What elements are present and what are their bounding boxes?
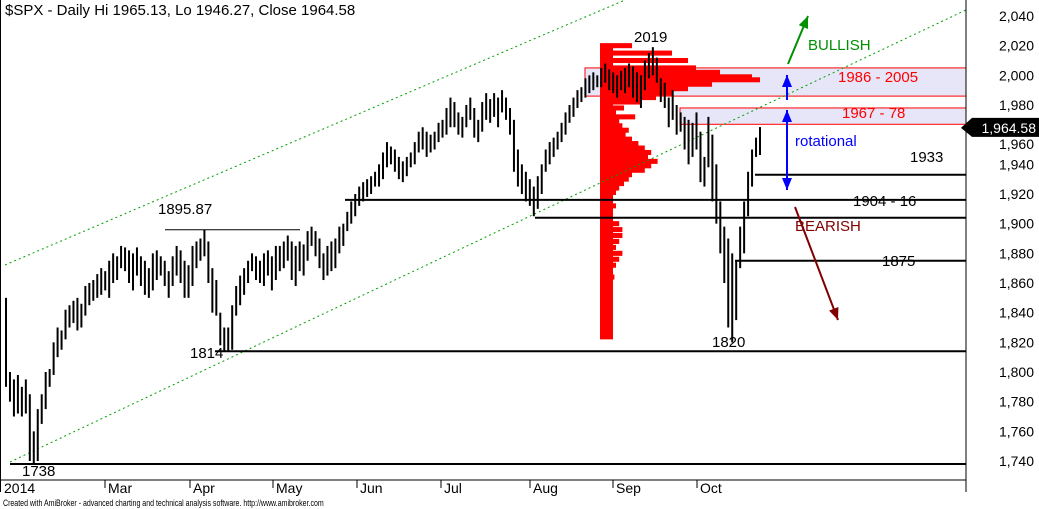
y-tick-label: 1,820 — [999, 334, 1034, 350]
y-tick-label: 1,880 — [999, 245, 1034, 261]
level-label-6: 1895.87 — [158, 201, 212, 218]
y-tick-label: 2,040 — [999, 8, 1034, 24]
x-tick-label: Sep — [616, 480, 641, 496]
last-price-label: 1,964.58 — [982, 120, 1037, 136]
y-tick-label: 2,020 — [999, 38, 1034, 54]
volume-profile-bar — [600, 99, 640, 105]
volume-profile-bar — [600, 43, 632, 49]
volume-profile-bar — [600, 158, 658, 164]
bearish-arrow-head-icon — [829, 307, 839, 320]
x-tick-label: May — [276, 480, 302, 496]
zone-label-1: 1967 - 78 — [842, 105, 905, 122]
rotational-down-arrow-head-icon — [782, 178, 792, 190]
bullish-arrow-head-icon — [798, 16, 808, 29]
chart-title: $SPX - Daily Hi 1965.13, Lo 1946.27, Clo… — [5, 2, 356, 19]
volume-profile-bar — [600, 74, 752, 80]
level-label-4: 1814 — [190, 345, 223, 362]
y-tick-label: 1,900 — [999, 216, 1034, 232]
y-tick-label: 1,800 — [999, 364, 1034, 380]
x-tick-label: Jul — [444, 480, 462, 496]
x-tick-label: Apr — [193, 480, 215, 496]
volume-profile-bar — [600, 163, 652, 169]
y-tick-label: 1,980 — [999, 97, 1034, 113]
volume-profile-bar — [600, 154, 648, 160]
volume-profile-bar — [600, 149, 652, 155]
lower-channel-line — [9, 9, 967, 463]
volume-profile-bar — [600, 176, 629, 182]
zone-label-0: 1986 - 2005 — [838, 69, 918, 86]
low-label: 1820 — [712, 334, 745, 351]
footer-credit: Created with AmiBroker - advanced charti… — [3, 498, 324, 508]
volume-profile-bar — [600, 145, 645, 151]
y-tick-label: 1,960 — [999, 136, 1034, 152]
y-tick-label: 2,000 — [999, 67, 1034, 83]
upper-channel-line — [4, 0, 626, 266]
level-label-3: 1875 — [882, 253, 915, 270]
volume-profile-bar — [600, 114, 636, 120]
y-tick-label: 1,840 — [999, 305, 1034, 321]
x-tick-label: 2014 — [4, 480, 35, 496]
last-price-tag — [961, 117, 1039, 137]
volume-profile-bar — [600, 81, 712, 87]
rotational-label: rotational — [795, 133, 857, 150]
y-tick-label: 1,760 — [999, 423, 1034, 439]
y-tick-label: 1,920 — [999, 186, 1034, 202]
y-tick-label: 1,740 — [999, 453, 1034, 469]
volume-profile-bar — [600, 136, 632, 142]
high-label: 2019 — [634, 29, 667, 46]
rotational-up-arrow-head-icon — [782, 110, 792, 122]
volume-profile-spine — [600, 45, 613, 340]
volume-profile-bar — [600, 69, 720, 75]
bearish-arrow-shaft — [794, 206, 839, 321]
bearish-label: BEARISH — [795, 218, 861, 235]
level-label-2: 1904 - 16 — [853, 193, 916, 210]
volume-profile-bar — [600, 127, 629, 133]
volume-profile-bar — [600, 77, 760, 83]
zone-up-arrow-head-icon — [782, 75, 792, 87]
bullish-label: BULLISH — [808, 37, 871, 54]
volume-profile-bar — [600, 141, 639, 147]
y-tick-label: 1,940 — [999, 156, 1034, 172]
volume-profile-bar — [600, 95, 656, 101]
x-tick-label: Mar — [108, 480, 132, 496]
y-tick-label: 1,860 — [999, 275, 1034, 291]
level-label-5: 1738 — [22, 463, 55, 480]
volume-profile-bar — [600, 167, 645, 173]
volume-profile-bar — [600, 172, 632, 178]
x-tick-label: Aug — [533, 480, 558, 496]
y-tick-label: 1,780 — [999, 394, 1034, 410]
x-tick-label: Jun — [360, 480, 383, 496]
zone-1 — [679, 107, 967, 125]
x-tick-label: Oct — [700, 480, 722, 496]
volume-profile-bar — [600, 50, 672, 56]
level-label-0: 1933 — [910, 149, 943, 166]
